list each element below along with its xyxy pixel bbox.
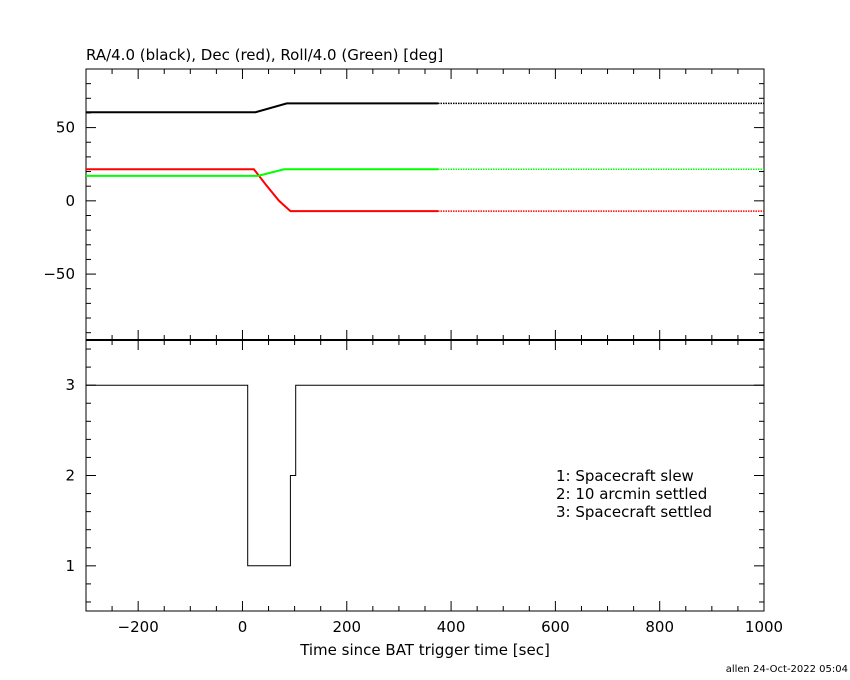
legend-entry-10arcmin: 2: 10 arcmin settled — [556, 485, 707, 503]
x-tick-label: 200 — [332, 618, 361, 636]
series-line-0 — [86, 102, 438, 114]
series-line-2 — [86, 168, 438, 177]
x-tick-label: 600 — [541, 618, 570, 636]
chart-title: RA/4.0 (black), Dec (red), Roll/4.0 (Gre… — [86, 46, 443, 64]
status-step-line — [86, 384, 764, 567]
series-line-1 — [86, 168, 438, 213]
footer-stamp: allen 24-Oct-2022 05:04 — [726, 664, 848, 675]
x-tick-label: −200 — [118, 618, 159, 636]
x-tick-label: 400 — [437, 618, 466, 636]
y-tick-label: −50 — [43, 265, 75, 283]
top-ticks: 50 0 −50 — [43, 68, 765, 340]
x-tick-label: 800 — [645, 618, 674, 636]
legend-entry-settled: 3: Spacecraft settled — [556, 503, 712, 521]
y-tick-label: 50 — [56, 119, 75, 137]
y-tick-label: 3 — [65, 376, 75, 394]
legend-entry-slew: 1: Spacecraft slew — [556, 467, 694, 485]
x-tick-label: 0 — [238, 618, 248, 636]
top-plot-frame — [85, 68, 765, 341]
top-series-group — [86, 102, 764, 213]
bottom-ticks: −200 0 200 400 600 800 1000 3 2 1 — [65, 340, 783, 636]
y-tick-label: 1 — [65, 557, 75, 575]
legend: 1: Spacecraft slew 2: 10 arcmin settled … — [556, 467, 712, 521]
bottom-panel: −200 0 200 400 600 800 1000 3 2 1 1: Spacecraft s… — [65, 339, 783, 636]
y-tick-label: 2 — [65, 467, 75, 485]
top-panel: 50 0 −50 — [43, 68, 765, 341]
x-tick-label: 1000 — [745, 618, 783, 636]
bottom-series-group — [86, 384, 764, 567]
y-tick-label: 0 — [65, 192, 75, 210]
x-axis-label: Time since BAT trigger time [sec] — [299, 641, 550, 659]
